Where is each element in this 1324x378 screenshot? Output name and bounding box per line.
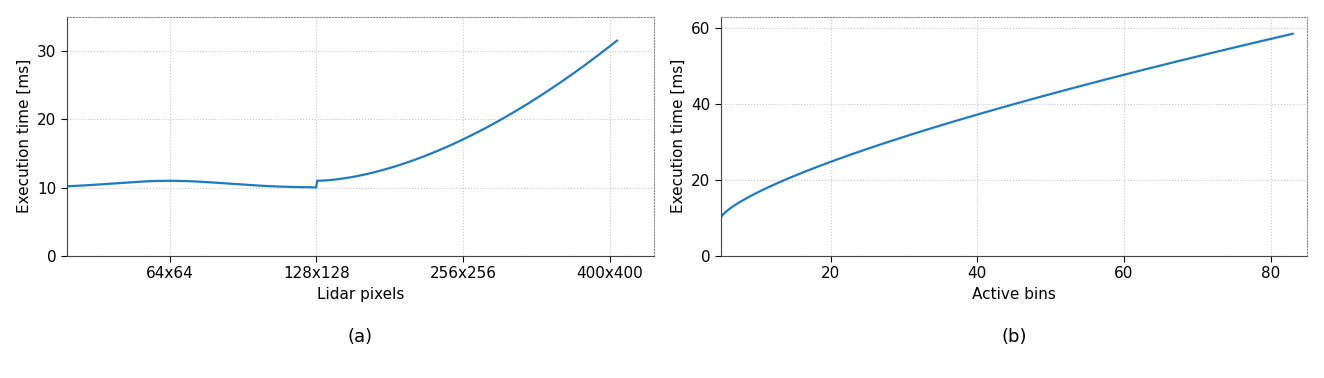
Text: (a): (a) (348, 328, 373, 346)
X-axis label: Lidar pixels: Lidar pixels (316, 287, 404, 302)
Y-axis label: Execution time [ms]: Execution time [ms] (17, 59, 32, 214)
X-axis label: Active bins: Active bins (972, 287, 1057, 302)
Text: (b): (b) (1001, 328, 1026, 346)
Y-axis label: Execution time [ms]: Execution time [ms] (670, 59, 686, 214)
